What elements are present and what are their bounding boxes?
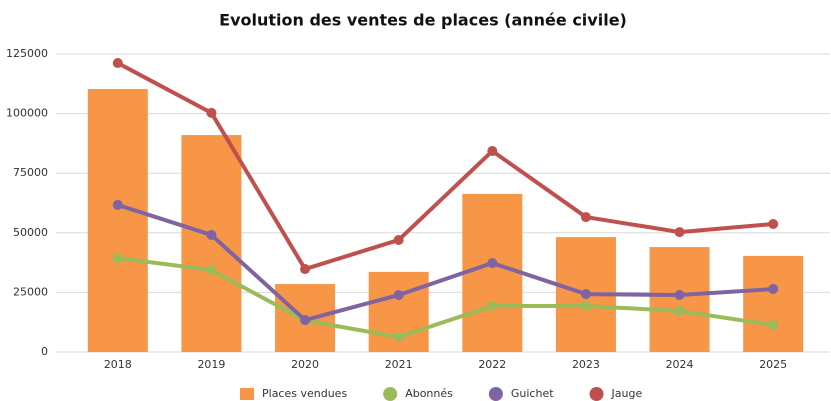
y-tick-label: 100000 — [6, 107, 48, 120]
point — [206, 229, 217, 240]
point — [580, 212, 591, 223]
legend-marker — [383, 387, 398, 401]
point — [768, 284, 779, 295]
x-tick-label: 2024 — [666, 358, 694, 371]
point — [674, 227, 685, 238]
point — [206, 264, 217, 275]
legend-label: Jauge — [611, 387, 643, 400]
legend-marker — [589, 387, 604, 401]
y-tick-label: 50000 — [13, 226, 48, 239]
chart-title: Evolution des ventes de places (année ci… — [219, 11, 627, 30]
legend-marker — [240, 388, 254, 400]
y-tick-label: 125000 — [6, 47, 48, 60]
legend-marker — [488, 387, 503, 401]
legend-label: Places vendues — [262, 387, 347, 400]
bar — [87, 89, 148, 352]
point — [487, 258, 498, 269]
point — [487, 300, 498, 311]
bar — [462, 193, 523, 352]
x-tick-label: 2020 — [291, 358, 319, 371]
point — [393, 234, 404, 245]
point — [580, 289, 591, 300]
line — [117, 256, 774, 339]
x-tick-label: 2023 — [572, 358, 600, 371]
point — [112, 199, 123, 210]
x-tick-label: 2022 — [478, 358, 506, 371]
y-tick-label: 25000 — [13, 285, 48, 298]
point — [580, 300, 591, 311]
legend-label: Guichet — [511, 387, 554, 400]
bar — [743, 255, 804, 352]
x-tick-label: 2021 — [385, 358, 413, 371]
point — [768, 218, 779, 229]
point — [300, 315, 311, 326]
point — [112, 58, 123, 69]
point — [674, 305, 685, 316]
point — [206, 107, 217, 118]
line — [117, 203, 774, 323]
point — [300, 264, 311, 275]
x-tick-label: 2025 — [759, 358, 787, 371]
point — [112, 253, 123, 264]
point — [487, 146, 498, 157]
point — [674, 290, 685, 301]
line — [116, 61, 774, 272]
y-tick-label: 0 — [41, 345, 48, 358]
point — [393, 331, 404, 342]
x-tick-label: 2018 — [104, 358, 132, 371]
y-tick-label: 75000 — [13, 166, 48, 179]
point — [393, 290, 404, 301]
x-tick-label: 2019 — [197, 358, 225, 371]
bar — [181, 135, 242, 352]
point — [768, 320, 779, 331]
legend-label: Abonnés — [405, 387, 453, 400]
